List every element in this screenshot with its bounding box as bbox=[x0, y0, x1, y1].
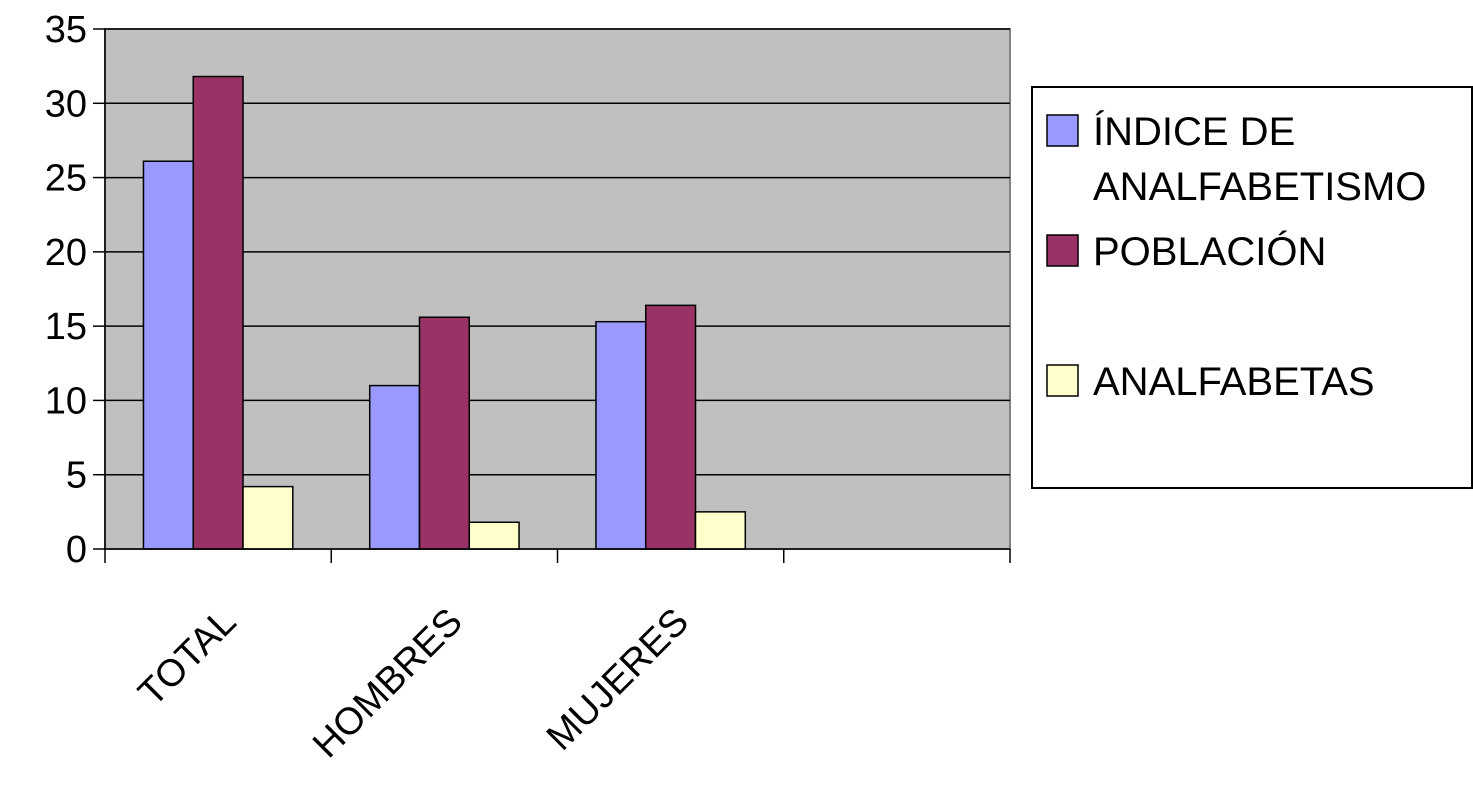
x-tick-label: TOTAL bbox=[131, 601, 245, 715]
bar bbox=[192, 75, 244, 550]
bar bbox=[644, 304, 697, 550]
legend-swatch bbox=[1046, 114, 1079, 147]
legend-label: POBLACIÓN bbox=[1093, 229, 1326, 274]
gridlines bbox=[105, 28, 1010, 476]
legend-swatch bbox=[1046, 234, 1079, 267]
y-tick-label: 30 bbox=[45, 83, 87, 125]
bar bbox=[694, 511, 747, 550]
plot-area bbox=[104, 28, 1011, 550]
bar bbox=[142, 160, 194, 550]
y-tick-label: 0 bbox=[66, 529, 87, 571]
y-tick-label: 35 bbox=[45, 9, 87, 51]
legend-label: ANALFABETAS bbox=[1093, 360, 1375, 404]
legend-box bbox=[1031, 86, 1473, 489]
x-tick-label: MUJERES bbox=[539, 601, 697, 759]
bar bbox=[595, 320, 647, 550]
bar bbox=[468, 521, 520, 550]
y-tick-label: 15 bbox=[45, 306, 87, 348]
legend: ÍNDICE DE ANALFABETISMO POBLACIÓN ANALFABET… bbox=[1031, 86, 1473, 489]
axes bbox=[93, 28, 1011, 563]
x-tick-label: HOMBRES bbox=[305, 601, 471, 767]
y-tick-label: 25 bbox=[45, 158, 87, 200]
bars bbox=[142, 75, 747, 550]
y-tick-label: 5 bbox=[66, 455, 87, 497]
bar bbox=[242, 485, 294, 550]
y-tick-label: 20 bbox=[45, 232, 87, 274]
x-tick-labels: TOTAL HOMBRES MUJERES bbox=[131, 601, 697, 767]
bar bbox=[418, 316, 471, 550]
legend-label: ANALFABETISMO bbox=[1093, 165, 1426, 209]
y-tick-labels: 0 5 10 15 20 25 30 35 bbox=[45, 9, 87, 571]
bar bbox=[368, 384, 421, 550]
legend-label: ÍNDICE DE bbox=[1093, 109, 1295, 154]
y-tick-label: 10 bbox=[45, 380, 87, 422]
legend-swatch bbox=[1046, 364, 1079, 397]
